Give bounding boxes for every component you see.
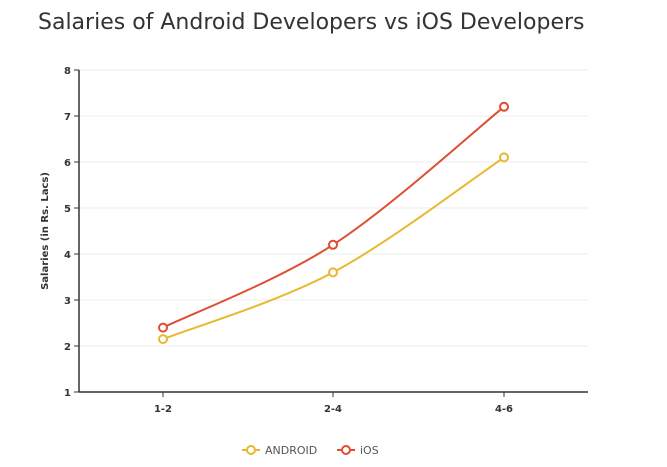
data-point-android[interactable]	[328, 267, 338, 278]
data-point-ios[interactable]	[499, 101, 509, 112]
x-tick-label: 1-2	[154, 404, 172, 415]
data-point-ios[interactable]	[328, 239, 338, 250]
legend-swatch-marker	[246, 445, 256, 455]
axes	[78, 70, 588, 393]
x-tick-label: 2-4	[324, 404, 342, 415]
y-tick-label: 3	[64, 296, 71, 307]
y-tick-label: 4	[64, 250, 71, 261]
legend-swatch-marker	[341, 445, 351, 455]
y-tick-label: 1	[64, 388, 71, 399]
y-tick-label: 2	[64, 342, 71, 353]
chart-title: Salaries of Android Developers vs iOS De…	[38, 10, 585, 35]
grid	[79, 69, 588, 347]
legend: ANDROID iOS	[242, 444, 379, 457]
y-tick-label: 8	[64, 66, 71, 77]
data-point-android[interactable]	[158, 334, 168, 345]
series-line-ios	[162, 106, 505, 329]
series-group	[158, 101, 509, 345]
data-point-ios[interactable]	[158, 322, 168, 333]
y-axis-ticks: 1 2 3 4 5 6 7 8	[64, 66, 79, 399]
legend-label: iOS	[360, 444, 379, 457]
legend-label: ANDROID	[265, 444, 317, 457]
y-tick-label: 5	[64, 204, 71, 215]
y-tick-label: 6	[64, 158, 71, 169]
y-tick-label: 7	[64, 112, 71, 123]
data-point-android[interactable]	[499, 152, 509, 163]
x-axis-ticks: 1-2 2-4 4-6	[154, 392, 513, 415]
y-axis-label: Salaries (in Rs. Lacs)	[40, 172, 51, 290]
legend-item-android[interactable]: ANDROID	[242, 444, 317, 457]
x-tick-label: 4-6	[495, 404, 513, 415]
legend-item-ios[interactable]: iOS	[337, 444, 379, 457]
